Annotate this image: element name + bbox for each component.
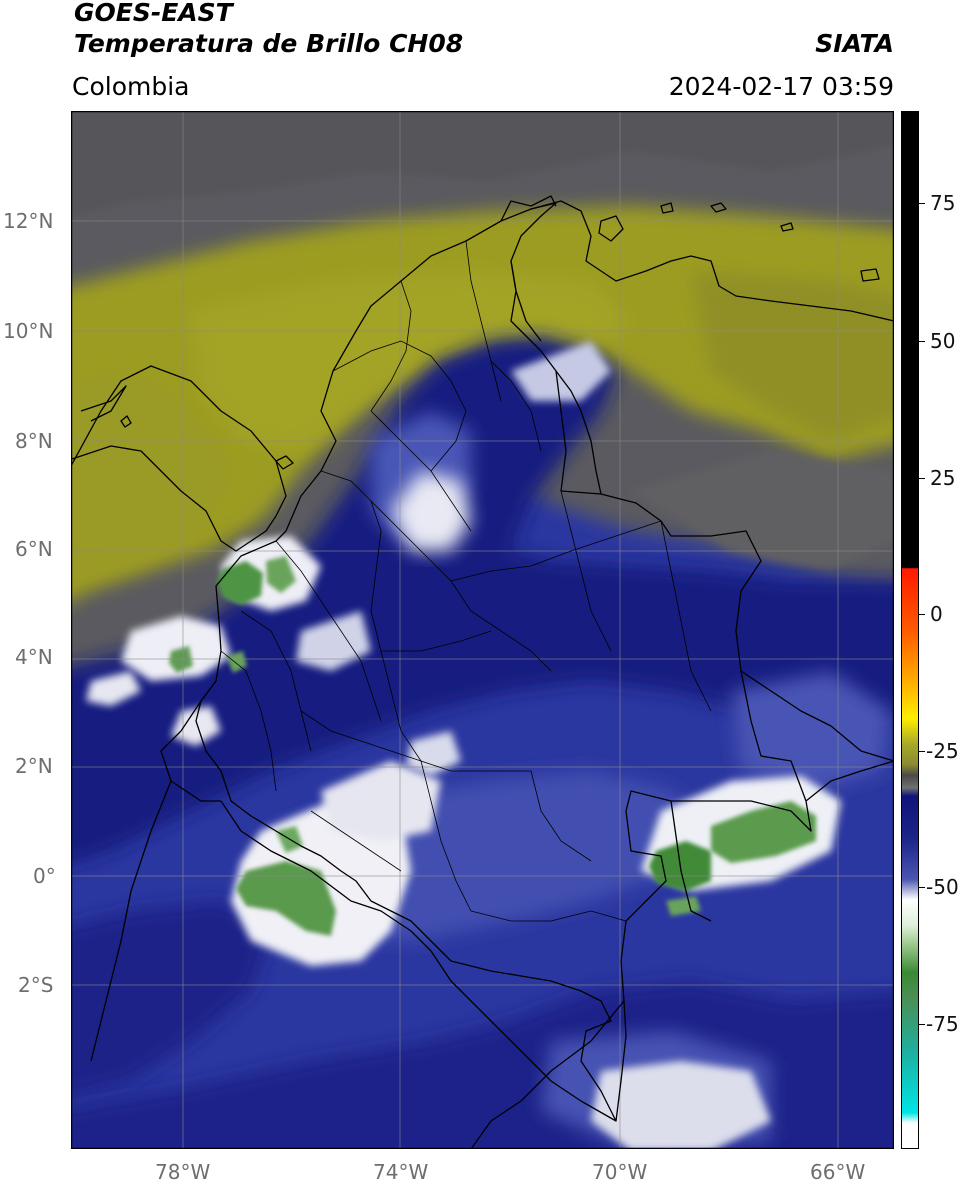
country-borders [71,195,894,1149]
brightness-temperature-field [71,111,894,1149]
colorbar [901,111,919,1149]
colorbar-tick [919,887,925,888]
lat-label: 12°N [3,209,54,233]
graticule [71,111,894,1149]
lon-label: 66°W [810,1160,866,1184]
colorbar-label: -25 [926,739,959,763]
colorbar-label: 75 [930,191,956,215]
lat-label: 2°S [18,973,54,997]
colorbar-tick [919,751,925,752]
colorbar-tick [919,341,925,342]
lat-label: 8°N [15,429,53,453]
lon-label: 78°W [155,1160,211,1184]
region-label: Colombia [72,72,190,101]
satellite-title: GOES-EAST [74,0,233,27]
colorbar-tick [919,1024,925,1025]
colorbar-tick [919,203,925,204]
lat-label: 4°N [15,645,53,669]
lat-label: 0° [33,864,56,888]
map-frame [71,111,894,1149]
lon-label: 74°W [373,1160,429,1184]
product-title: Temperatura de Brillo CH08 [74,29,464,58]
colorbar-gradient [901,111,919,1149]
colorbar-label: 0 [930,602,943,626]
colorbar-label: 25 [930,466,956,490]
colorbar-label: -50 [926,875,959,899]
lat-label: 6°N [15,537,53,561]
colorbar-label: -75 [926,1012,959,1036]
lat-label: 10°N [3,319,54,343]
timestamp-label: 2024-02-17 03:59 [668,72,894,101]
lon-label: 70°W [592,1160,648,1184]
colorbar-frame [901,111,919,1149]
colorbar-label: 50 [930,329,956,353]
colorbar-tick [919,614,925,615]
colorbar-tick [919,478,925,479]
satellite-map [71,111,894,1149]
lat-label: 2°N [15,754,53,778]
agency-label: SIATA [815,29,894,58]
department-borders [220,240,712,922]
